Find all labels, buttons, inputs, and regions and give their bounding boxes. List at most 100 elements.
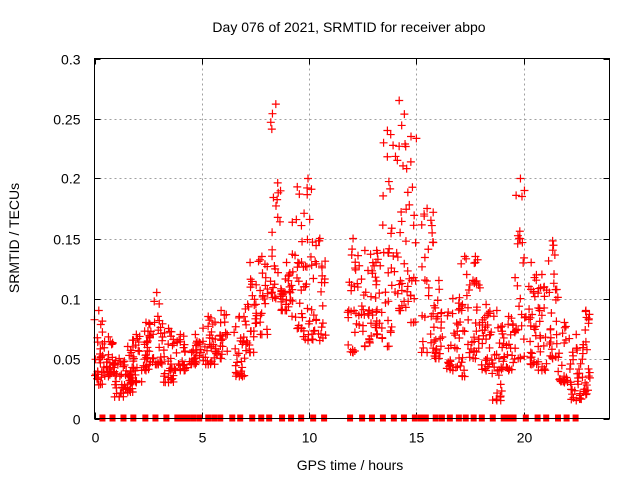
- data-point-plus: [241, 340, 250, 349]
- data-point-plus: [293, 182, 302, 191]
- data-point-plus: [217, 336, 226, 345]
- y-ticks: 0 0.05 0.1 0.15 0.2 0.25 0.3: [53, 52, 610, 428]
- data-point-plus: [157, 359, 166, 368]
- data-point-plus: [408, 183, 417, 192]
- data-point-plus: [537, 270, 546, 279]
- data-point-plus: [472, 277, 481, 286]
- data-point-plus: [526, 337, 535, 346]
- data-point-plus: [309, 311, 318, 320]
- data-point-plus: [494, 354, 503, 363]
- data-point-plus: [156, 323, 165, 332]
- data-point-plus: [381, 288, 390, 297]
- data-point-plus: [456, 318, 465, 327]
- data-point-plus: [366, 250, 375, 259]
- y-axis-label-group: SRMTID / TECUs: [6, 183, 22, 293]
- data-point-plus: [409, 221, 418, 230]
- data-point-plus: [584, 364, 593, 373]
- data-point-plus: [268, 228, 277, 237]
- data-point-plus: [474, 344, 483, 353]
- data-point-plus: [506, 330, 515, 339]
- data-point-plus: [513, 239, 522, 248]
- data-point-plus: [153, 312, 162, 321]
- data-point-plus: [517, 192, 526, 201]
- data-point-plus: [499, 333, 508, 342]
- data-point-plus: [504, 312, 513, 321]
- data-point-plus: [318, 263, 327, 272]
- data-point-plus: [429, 323, 438, 332]
- data-point-plus: [386, 130, 395, 139]
- data-point-plus: [537, 311, 546, 320]
- data-point-plus: [383, 342, 392, 351]
- data-point-plus: [314, 329, 323, 338]
- data-point-plus: [180, 340, 189, 349]
- data-point-plus: [500, 352, 509, 361]
- data-point-plus: [321, 331, 330, 340]
- data-point-plus: [204, 322, 213, 331]
- data-point-plus: [127, 348, 136, 357]
- data-point-plus: [400, 110, 409, 119]
- data-point-plus: [258, 269, 267, 278]
- data-point-plus: [267, 125, 276, 134]
- data-point-plus: [205, 333, 214, 342]
- data-point-plus: [354, 251, 363, 260]
- data-point-plus: [368, 266, 377, 275]
- data-point-plus: [548, 354, 557, 363]
- data-point-plus: [406, 157, 415, 166]
- data-point-plus: [460, 327, 469, 336]
- data-point-plus: [375, 289, 384, 298]
- data-point-plus: [93, 338, 102, 347]
- data-point-plus: [452, 319, 461, 328]
- data-point-plus: [572, 396, 581, 405]
- data-point-plus: [211, 318, 220, 327]
- data-point-plus: [152, 288, 161, 297]
- data-point-plus: [293, 324, 302, 333]
- data-point-plus: [395, 306, 404, 315]
- data-point-plus: [164, 340, 173, 349]
- data-point-plus: [457, 301, 466, 310]
- data-point-plus: [288, 267, 297, 276]
- data-point-plus: [497, 365, 506, 374]
- data-point-plus: [511, 273, 520, 282]
- data-point-plus: [149, 330, 158, 339]
- data-point-plus: [193, 340, 202, 349]
- data-point-plus: [349, 348, 358, 357]
- data-point-plus: [534, 342, 543, 351]
- data-point-plus: [344, 340, 353, 349]
- data-point-plus: [397, 286, 406, 295]
- data-point-plus: [372, 280, 381, 289]
- y-tick-label: 0: [73, 412, 81, 428]
- data-point-plus: [436, 342, 445, 351]
- data-point-plus: [96, 320, 105, 329]
- data-point-plus: [548, 236, 557, 245]
- data-point-plus: [168, 341, 177, 350]
- data-point-plus: [546, 325, 555, 334]
- data-point-plus: [513, 231, 522, 240]
- data-point-plus: [517, 310, 526, 319]
- data-point-plus: [511, 344, 520, 353]
- data-point-plus: [292, 215, 301, 224]
- data-point-plus: [485, 343, 494, 352]
- data-point-plus: [553, 293, 562, 302]
- data-point-plus: [520, 186, 529, 195]
- data-point-plus: [560, 378, 569, 387]
- data-point-plus: [455, 333, 464, 342]
- data-point-plus: [271, 294, 280, 303]
- data-point-plus: [378, 221, 387, 230]
- data-point-plus: [217, 354, 226, 363]
- data-point-plus: [312, 259, 321, 268]
- data-point-plus: [434, 276, 443, 285]
- data-point-plus: [160, 328, 169, 337]
- data-point-plus: [428, 228, 437, 237]
- data-point-plus: [426, 330, 435, 339]
- data-point-plus: [176, 330, 185, 339]
- data-point-plus: [458, 353, 467, 362]
- data-point-plus: [318, 301, 327, 310]
- data-point-plus: [275, 217, 284, 226]
- data-point-plus: [250, 301, 259, 310]
- data-point-plus: [189, 346, 198, 355]
- data-point-plus: [123, 388, 132, 397]
- data-point-plus: [424, 245, 433, 254]
- data-point-plus: [584, 315, 593, 324]
- data-point-plus: [557, 361, 566, 370]
- data-point-plus: [418, 311, 427, 320]
